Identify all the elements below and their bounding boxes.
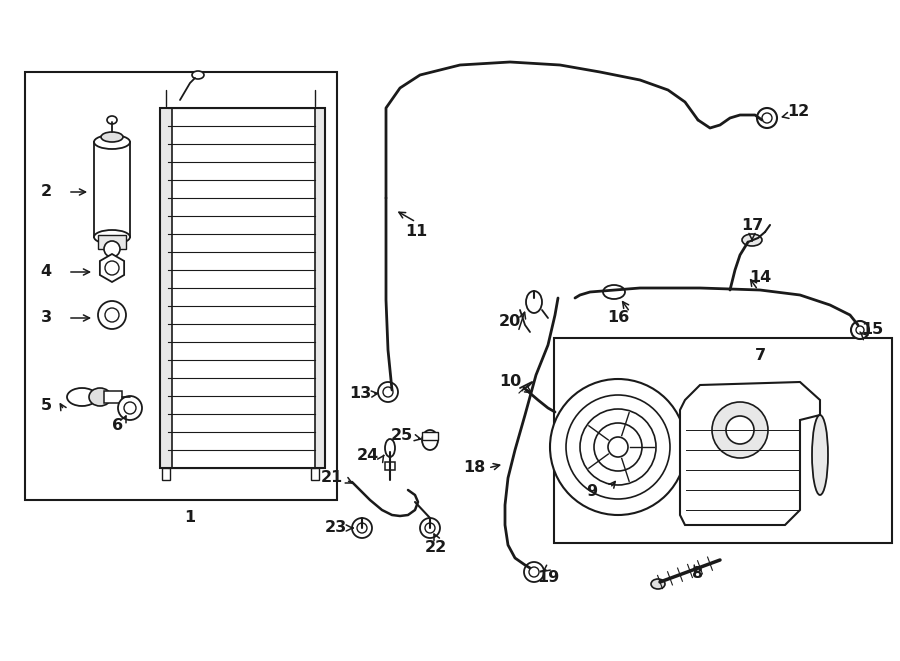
Text: 18: 18: [463, 461, 485, 475]
Bar: [98, 235, 126, 249]
Text: 5: 5: [40, 399, 51, 414]
Text: 20: 20: [499, 315, 521, 329]
Circle shape: [352, 518, 372, 538]
Ellipse shape: [742, 234, 762, 246]
Bar: [554, 338, 892, 543]
Circle shape: [594, 423, 642, 471]
Circle shape: [98, 301, 126, 329]
Text: 1: 1: [184, 510, 195, 525]
Bar: [162, 468, 170, 480]
Text: 9: 9: [587, 485, 598, 500]
Circle shape: [762, 113, 772, 123]
Text: 23: 23: [325, 520, 347, 535]
Text: 25: 25: [391, 428, 413, 442]
Ellipse shape: [526, 291, 542, 313]
Circle shape: [105, 261, 119, 275]
Text: 17: 17: [741, 217, 763, 233]
Circle shape: [851, 321, 869, 339]
Text: 2: 2: [40, 184, 51, 200]
Text: 14: 14: [749, 270, 771, 286]
Text: 3: 3: [40, 311, 51, 325]
Ellipse shape: [812, 415, 828, 495]
Ellipse shape: [94, 230, 130, 244]
Bar: [160, 108, 172, 468]
Circle shape: [425, 523, 435, 533]
Circle shape: [580, 409, 656, 485]
Circle shape: [378, 382, 398, 402]
Bar: [94, 142, 130, 237]
Text: 10: 10: [499, 375, 521, 389]
Circle shape: [856, 326, 864, 334]
Circle shape: [608, 437, 628, 457]
Circle shape: [104, 241, 120, 257]
Bar: [104, 391, 122, 403]
Bar: [311, 468, 319, 480]
Circle shape: [566, 395, 670, 499]
Circle shape: [529, 567, 539, 577]
Text: 11: 11: [405, 225, 428, 239]
Ellipse shape: [94, 135, 130, 149]
Text: 4: 4: [40, 264, 51, 280]
Text: 12: 12: [787, 104, 809, 120]
Circle shape: [124, 402, 136, 414]
Circle shape: [524, 562, 544, 582]
Circle shape: [550, 379, 686, 515]
Bar: [385, 462, 395, 470]
Ellipse shape: [651, 579, 665, 589]
Ellipse shape: [603, 285, 625, 299]
Ellipse shape: [101, 132, 123, 142]
Text: 6: 6: [112, 418, 123, 432]
Text: 19: 19: [537, 570, 559, 586]
Text: 13: 13: [349, 387, 371, 401]
Bar: [25, 72, 337, 500]
Text: 16: 16: [607, 311, 629, 325]
Circle shape: [726, 416, 754, 444]
Circle shape: [757, 108, 777, 128]
Polygon shape: [100, 254, 124, 282]
Polygon shape: [680, 382, 820, 525]
Ellipse shape: [422, 430, 438, 450]
Ellipse shape: [89, 388, 111, 406]
Bar: [315, 108, 325, 468]
Bar: [160, 108, 325, 468]
Circle shape: [420, 518, 440, 538]
Text: 8: 8: [692, 566, 704, 582]
Ellipse shape: [385, 439, 395, 457]
Circle shape: [118, 396, 142, 420]
Text: 22: 22: [425, 541, 447, 555]
Ellipse shape: [192, 71, 204, 79]
Circle shape: [357, 523, 367, 533]
Circle shape: [383, 387, 393, 397]
Text: 15: 15: [861, 323, 883, 338]
Circle shape: [712, 402, 768, 458]
Ellipse shape: [67, 388, 97, 406]
Ellipse shape: [107, 116, 117, 124]
Text: 7: 7: [754, 348, 766, 362]
Text: 21: 21: [321, 471, 343, 485]
Bar: [422, 432, 438, 440]
Circle shape: [105, 308, 119, 322]
Text: 24: 24: [357, 449, 379, 463]
